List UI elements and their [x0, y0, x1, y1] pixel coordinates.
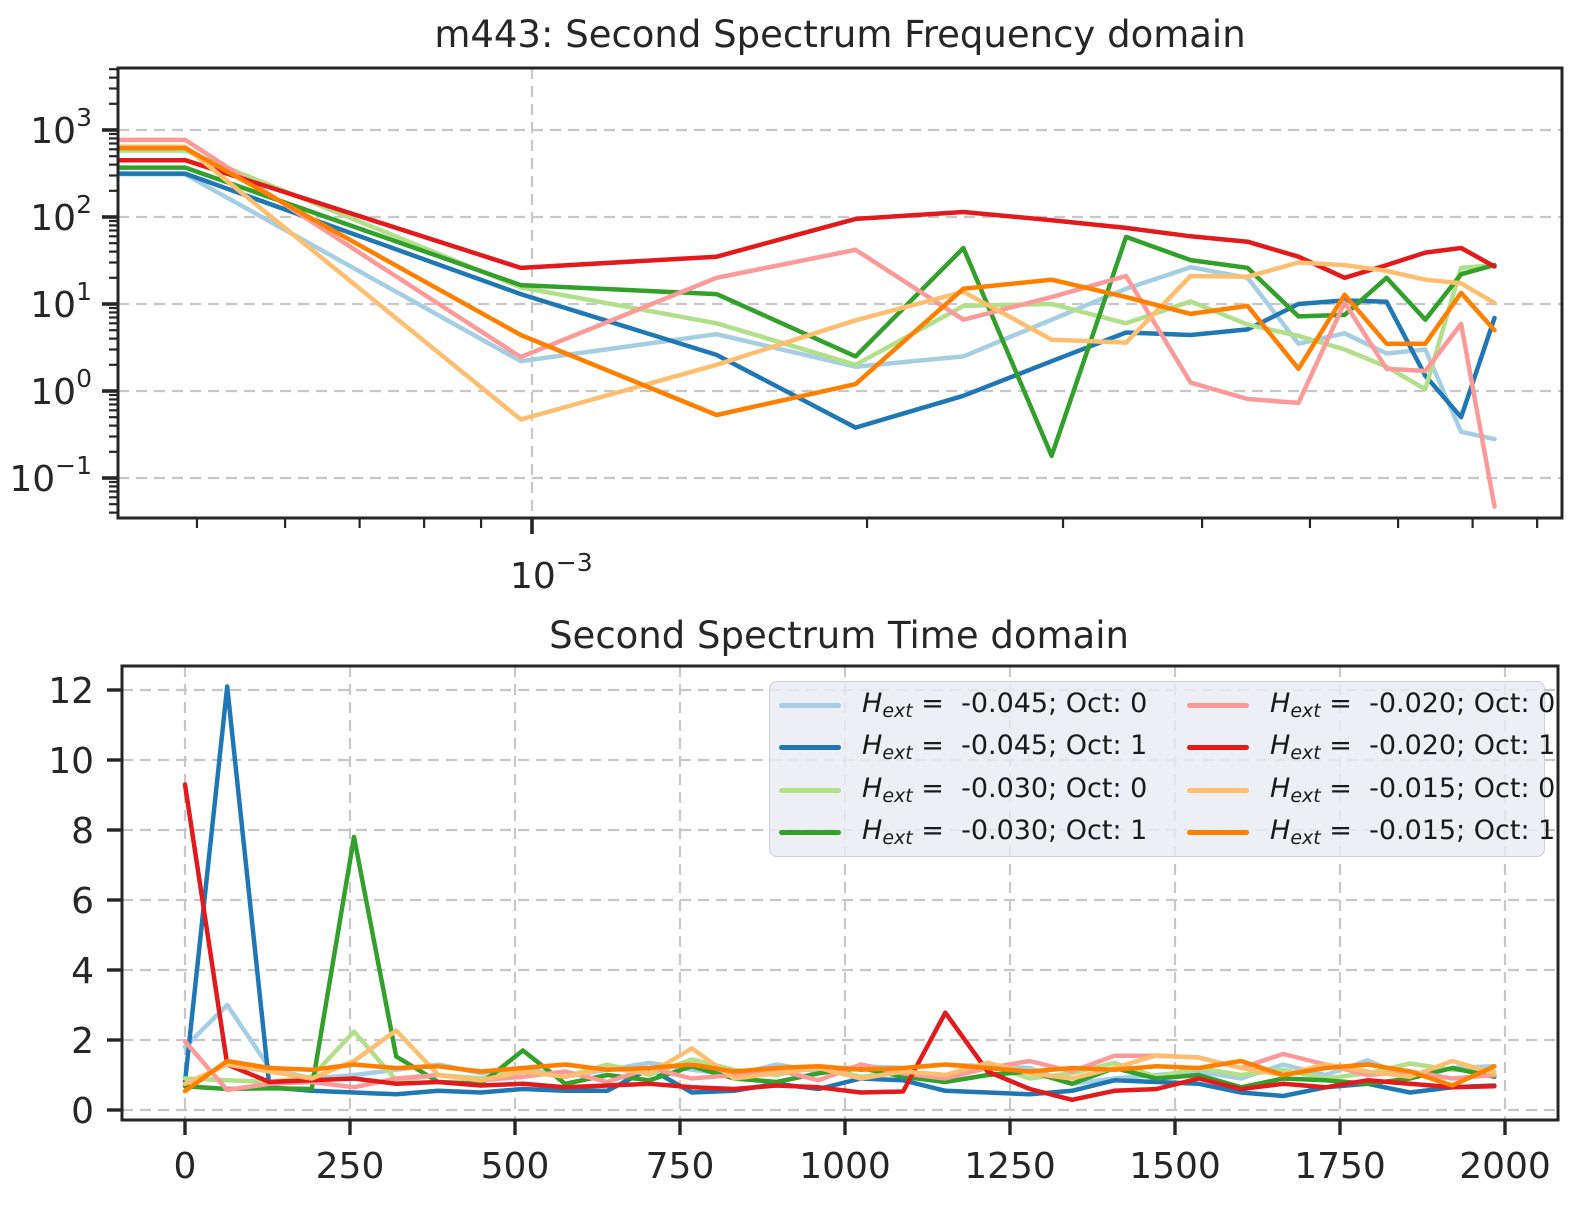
y-tick-label: 0 — [71, 1091, 94, 1132]
x-tick-label: 250 — [316, 1146, 385, 1187]
y-tick-label: 10 — [48, 741, 94, 782]
frequency-plot-frame — [116, 66, 1564, 520]
y-tick-label: 4 — [71, 951, 94, 992]
x-tick-label: 1250 — [964, 1146, 1056, 1187]
legend-label: Hext = -0.015; Oct: 0 — [1270, 772, 1556, 807]
legend-label: Hext = -0.030; Oct: 0 — [862, 772, 1148, 807]
x-tick-label: 10−3 — [510, 548, 593, 597]
x-tick-label: 2000 — [1459, 1146, 1551, 1187]
series-line-bottom-5 — [182, 782, 1497, 1103]
legend-item-2: Hext = -0.030; Oct: 0 — [779, 775, 1187, 806]
time-plot-series — [182, 684, 1497, 1103]
legend-item-5: Hext = -0.020; Oct: 1 — [1187, 732, 1555, 763]
legend-item-6: Hext = -0.015; Oct: 0 — [1187, 775, 1555, 806]
legend-item-1: Hext = -0.045; Oct: 1 — [779, 732, 1187, 763]
legend-line-swatch — [779, 787, 841, 793]
legend-label: Hext = -0.045; Oct: 1 — [862, 730, 1148, 765]
series-line-top-3 — [118, 165, 1497, 459]
series-line-top-1 — [118, 171, 1497, 430]
x-tick-label: 1500 — [1129, 1146, 1221, 1187]
y-tick-label: 102 — [30, 190, 92, 239]
time-plot-title: Second Spectrum Time domain — [549, 614, 1129, 657]
legend-item-0: Hext = -0.045; Oct: 0 — [779, 690, 1187, 721]
frequency-plot-axes: 103 102 101 100 10−1 10−3 — [9, 66, 1564, 597]
legend-label: Hext = -0.030; Oct: 1 — [862, 815, 1148, 850]
y-tick-label: 101 — [30, 277, 92, 326]
y-tick-label: 12 — [48, 671, 94, 712]
frequency-plot-title: m443: Second Spectrum Frequency domain — [434, 13, 1245, 56]
y-tick-label: 2 — [71, 1021, 94, 1062]
legend-label: Hext = -0.020; Oct: 0 — [1270, 687, 1556, 722]
legend-line-swatch — [779, 702, 841, 708]
legend-line-swatch — [1187, 702, 1249, 708]
legend-item-4: Hext = -0.020; Oct: 0 — [1187, 690, 1555, 721]
legend-line-swatch — [779, 830, 841, 836]
frequency-plot-series — [118, 137, 1497, 509]
series-line-bottom-7 — [182, 1058, 1497, 1094]
x-tick-label: 0 — [174, 1146, 197, 1187]
legend-item-3: Hext = -0.030; Oct: 1 — [779, 817, 1187, 848]
y-tick-label: 103 — [30, 103, 92, 152]
legend-label: Hext = -0.020; Oct: 1 — [1270, 730, 1556, 765]
legend-line-swatch — [1187, 745, 1249, 751]
legend-line-swatch — [1187, 787, 1249, 793]
legend-line-swatch — [1187, 830, 1249, 836]
series-line-top-7 — [118, 145, 1497, 418]
x-tick-label: 1750 — [1294, 1146, 1386, 1187]
series-line-top-5 — [118, 157, 1497, 281]
y-tick-label: 6 — [71, 881, 94, 922]
legend: Hext = -0.045; Oct: 0 Hext = -0.045; Oct:… — [769, 681, 1555, 857]
x-tick-label: 500 — [481, 1146, 550, 1187]
x-tick-label: 750 — [646, 1146, 715, 1187]
series-line-top-6 — [118, 144, 1497, 422]
y-tick-label: 100 — [30, 364, 92, 413]
series-line-bottom-3 — [182, 834, 1497, 1092]
y-tick-label: 10−1 — [9, 451, 92, 500]
y-tick-label: 8 — [71, 811, 94, 852]
legend-line-swatch — [779, 745, 841, 751]
time-plot-axes: 0 250 500 750 1000 1250 1500 1750 2000 0 2 4 6 8 10 12 — [48, 664, 1560, 1187]
series-line-bottom-1 — [182, 684, 1497, 1099]
series-line-top-0 — [118, 172, 1497, 442]
legend-label: Hext = -0.015; Oct: 1 — [1270, 815, 1556, 850]
series-line-top-4 — [118, 137, 1497, 509]
x-tick-label: 1000 — [799, 1146, 891, 1187]
time-plot-frame — [120, 664, 1560, 1122]
legend-item-7: Hext = -0.015; Oct: 1 — [1187, 817, 1555, 848]
legend-label: Hext = -0.045; Oct: 0 — [862, 687, 1148, 722]
